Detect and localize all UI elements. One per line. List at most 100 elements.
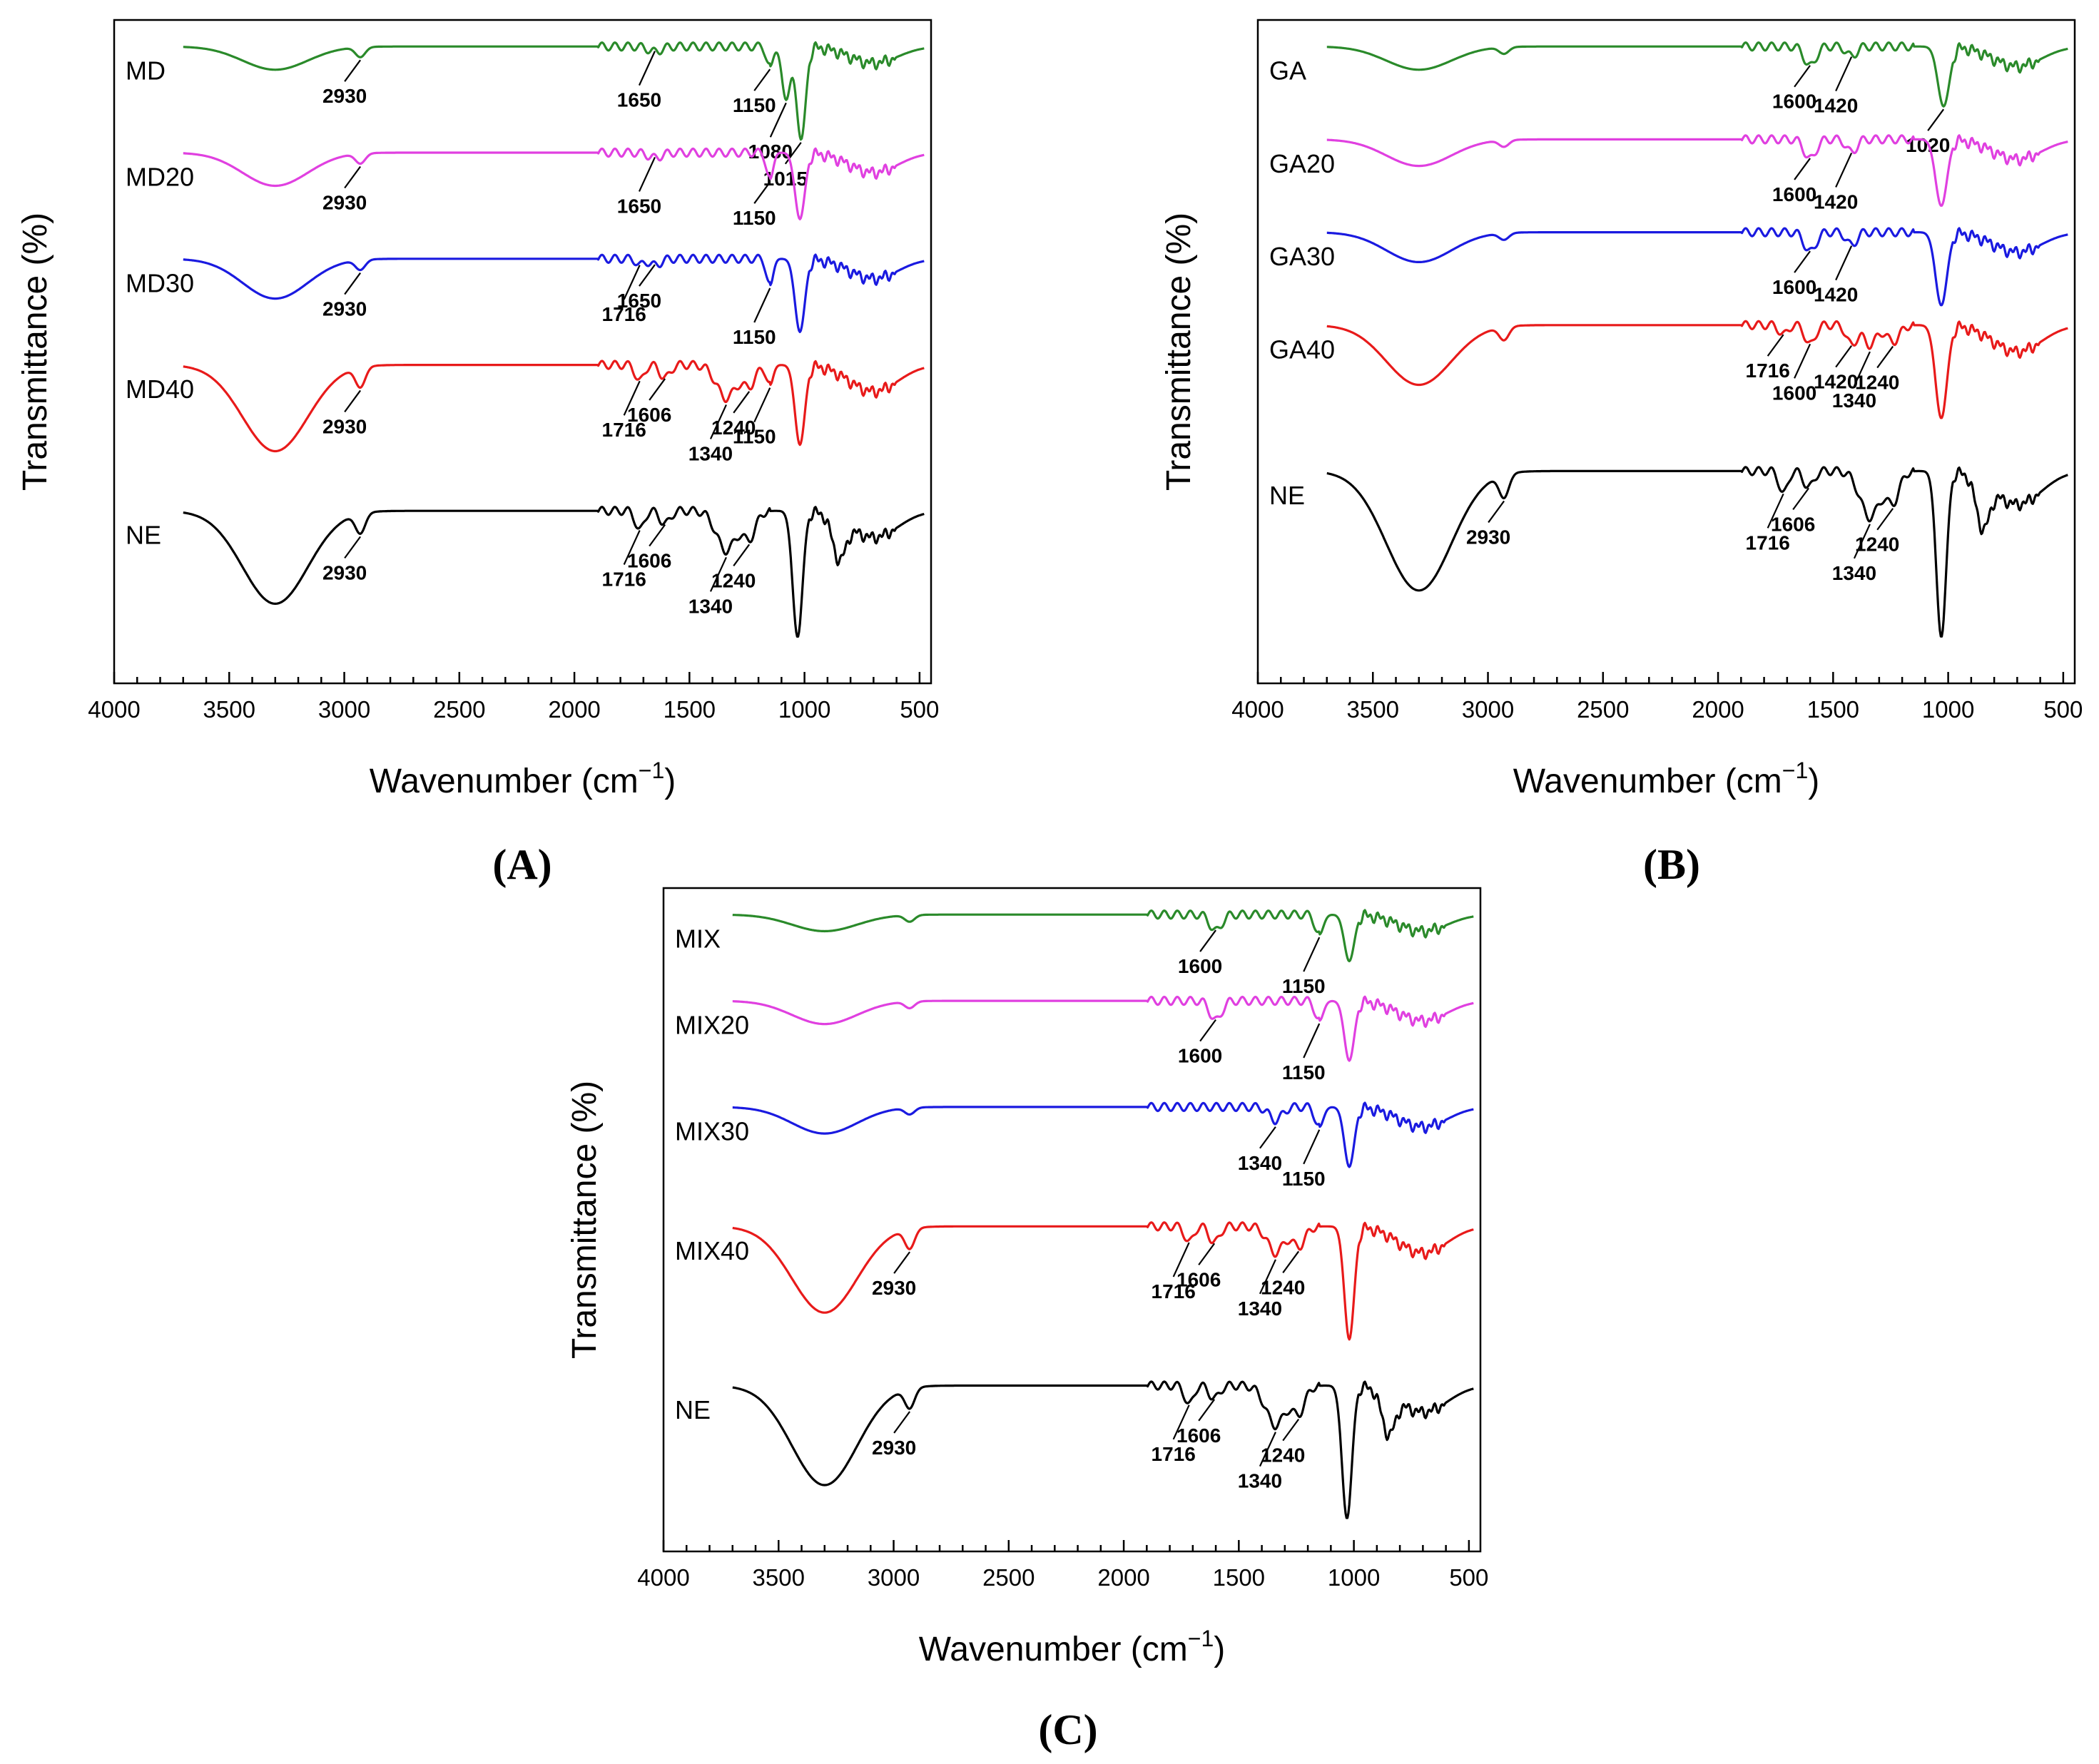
chart-b-peak-leader xyxy=(1794,343,1811,379)
chart-a-peak-leader xyxy=(733,544,751,566)
chart-b-y-axis-label: Transmittance (%) xyxy=(1160,213,1198,491)
chart-b-peak-leader xyxy=(1835,56,1853,92)
chart-a-peak-label: 1650 xyxy=(617,290,661,312)
chart-c-peak-leader xyxy=(1259,1259,1276,1295)
chart-a-peak-label: 2930 xyxy=(322,415,367,437)
chart-a-x-tick-label: 2500 xyxy=(433,696,485,723)
chart-b-plot-frame xyxy=(1256,19,2076,685)
chart-b-peak-leader xyxy=(1876,345,1894,369)
chart-b-x-tick-label: 1500 xyxy=(1807,696,1859,723)
chart-a-peak-label: 1150 xyxy=(733,207,776,229)
chart-b-x-tick-label: 500 xyxy=(2043,696,2083,723)
chart-b-peak-label: 1420 xyxy=(1814,95,1858,117)
chart-a-peak-leader xyxy=(638,51,656,86)
chart-b-x-axis-label-sup: −1 xyxy=(1782,758,1808,783)
chart-c-x-axis-label-main: Wavenumber (cm xyxy=(919,1631,1188,1668)
chart-c-peak-leader xyxy=(1199,1019,1216,1042)
chart-c-peak-label: 1606 xyxy=(1176,1424,1221,1447)
chart-a-peak-leader xyxy=(623,265,641,300)
chart-b-peak-label: 1420 xyxy=(1814,284,1858,306)
chart-c-series-line-ne xyxy=(732,1380,1474,1519)
chart-b-peak-label: 1600 xyxy=(1772,183,1816,205)
chart-c-series-line-mix30 xyxy=(732,1101,1474,1168)
chart-c-x-tick-label: 2500 xyxy=(982,1564,1035,1591)
chart-b-x-tick-label: 2500 xyxy=(1577,696,1629,723)
chart-a-peak-label: 1606 xyxy=(627,404,671,426)
chart-b-series-name: GA40 xyxy=(1269,335,1335,364)
chart-c-panel-letter: (C) xyxy=(1038,1706,1097,1753)
chart-b-peak-leader xyxy=(1767,334,1784,357)
chart-b-peak-label: 1716 xyxy=(1746,360,1790,382)
chart-a-peak-label: 1716 xyxy=(602,568,646,590)
chart-c-peak-label: 2930 xyxy=(872,1437,916,1459)
chart-a-x-tick-label: 3000 xyxy=(318,696,370,723)
chart-c-peak-label: 1150 xyxy=(1282,975,1326,997)
chart-c-peak-label: 1150 xyxy=(1282,1061,1326,1084)
chart-c-series-name: MIX xyxy=(675,924,721,954)
chart-a-peak-leader xyxy=(639,264,656,287)
chart-a-series-name: MD30 xyxy=(126,268,194,297)
chart-a-series-name: MD40 xyxy=(126,374,194,404)
chart-c-x-tick-label: 3500 xyxy=(753,1564,805,1591)
chart-c-x-axis-label-sup: −1 xyxy=(1188,1626,1214,1651)
chart-a-peak-leader xyxy=(344,389,361,413)
chart-a-y-axis-label: Transmittance (%) xyxy=(16,213,54,491)
chart-c-peak-leader xyxy=(1303,937,1321,972)
chart-b-peak-leader xyxy=(1835,345,1853,368)
chart-c-series-name: MIX20 xyxy=(675,1011,749,1040)
chart-b-x-tick-label: 1000 xyxy=(1922,696,1974,723)
chart-b-peak-label: 1600 xyxy=(1772,91,1816,113)
chart-c-peak-leader xyxy=(1303,1023,1321,1059)
chart-a-peak-label: 2930 xyxy=(322,298,367,320)
chart-b-peak-leader xyxy=(1792,487,1810,511)
chart-c-series-mix20: MIX20 1600 1150 xyxy=(675,995,1474,1084)
chart-a-peak-leader xyxy=(753,68,771,91)
chart-c-peak-label: 1600 xyxy=(1178,955,1222,977)
chart-a-peak-label: 1150 xyxy=(733,426,776,448)
chart-b-peak-leader xyxy=(1835,245,1853,281)
chart-c-peak-label: 1716 xyxy=(1152,1443,1196,1465)
chart-b-series-line-ga40 xyxy=(1326,320,2068,419)
chart-b-peak-label: 1716 xyxy=(1746,531,1790,554)
chart-a-series-name: MD xyxy=(126,56,166,86)
chart-b-peak-label: 1600 xyxy=(1772,276,1816,298)
chart-a-peak-leader xyxy=(769,102,787,138)
chart-b-peak-leader xyxy=(1794,65,1811,88)
chart-a-series-line-md40 xyxy=(183,360,925,453)
chart-b-peak-label: 1420 xyxy=(1814,371,1858,393)
chart-b-peak-leader xyxy=(1835,152,1853,188)
chart-b-peak-leader xyxy=(1794,158,1811,180)
chart-b-series-line-ga30 xyxy=(1326,227,2068,307)
chart-a-peak-leader xyxy=(753,387,771,423)
chart-b-peak-label: 2930 xyxy=(1466,526,1510,548)
chart-b-series-name: GA20 xyxy=(1269,149,1335,178)
chart-c-peak-leader xyxy=(1199,929,1216,952)
panel-b: 4000 3500 3000 2500 2000 1500 1000 500 Wavenumbe… xyxy=(1160,19,2083,888)
chart-a-series-line-ne xyxy=(183,506,925,638)
chart-a-peak-label: 1650 xyxy=(617,195,661,217)
chart-c-series-mix: MIX 1600 1150 xyxy=(675,909,1474,997)
chart-c-x-tick-label: 500 xyxy=(1449,1564,1488,1591)
chart-c-series-name: NE xyxy=(675,1395,711,1424)
chart-c-plot-frame xyxy=(662,887,1482,1553)
chart-b-series-name: GA xyxy=(1269,56,1306,86)
chart-c-peak-leader xyxy=(1303,1129,1321,1165)
chart-c-peak-leader xyxy=(1198,1243,1216,1265)
chart-b-x-axis-label-close: ) xyxy=(1808,763,1819,800)
chart-a-peak-label: 1716 xyxy=(602,419,646,441)
chart-c-series-name: MIX40 xyxy=(675,1236,749,1265)
chart-c-series-line-mix40 xyxy=(732,1221,1474,1341)
chart-a-peak-leader xyxy=(344,272,361,295)
chart-c-peak-label: 1340 xyxy=(1238,1470,1282,1492)
chart-a-peak-leader xyxy=(709,556,727,592)
